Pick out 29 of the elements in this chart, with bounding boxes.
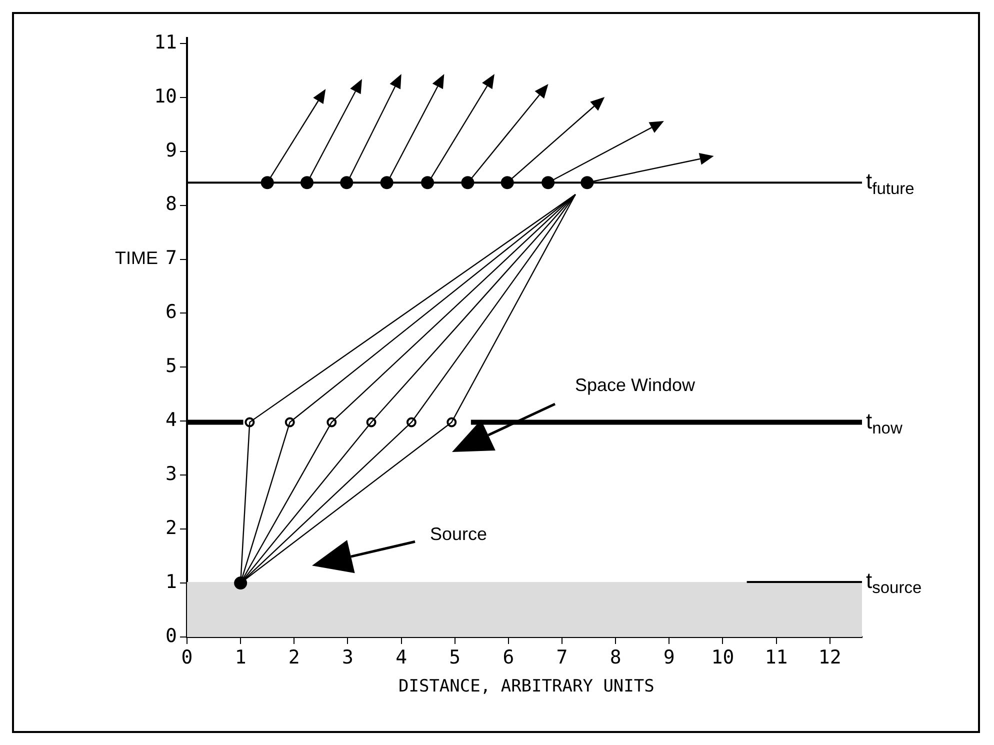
y-tick-label: 8 bbox=[166, 193, 177, 216]
y-tick-label: 7 bbox=[166, 247, 177, 270]
y-tick-label: 11 bbox=[154, 31, 177, 54]
x-tick-label: 4 bbox=[396, 646, 408, 668]
x-tick-label: 10 bbox=[711, 646, 734, 668]
x-tick-label: 9 bbox=[663, 646, 675, 668]
x-tick-label: 12 bbox=[818, 646, 842, 668]
annotation: Source bbox=[430, 524, 488, 545]
x-tick-label: 6 bbox=[502, 646, 514, 668]
y-tick-label: 6 bbox=[166, 301, 177, 324]
y-tick-label: 9 bbox=[166, 139, 177, 162]
x-tick-label: 8 bbox=[610, 646, 622, 668]
y-axis-title: TIME bbox=[115, 248, 158, 268]
x-tick-label: 1 bbox=[234, 646, 246, 668]
y-tick-label: 1 bbox=[166, 570, 177, 593]
y-tick-label: 2 bbox=[166, 517, 177, 540]
y-tick-label: 4 bbox=[166, 409, 177, 432]
y-tick-label: 0 bbox=[166, 624, 177, 647]
y-tick-label: 3 bbox=[166, 463, 177, 486]
x-tick-label: 2 bbox=[288, 646, 300, 668]
x-tick-label: 11 bbox=[764, 646, 788, 668]
x-tick-label: 7 bbox=[556, 646, 568, 668]
x-tick-label: 3 bbox=[342, 646, 354, 668]
y-tick-label: 5 bbox=[166, 355, 177, 378]
y-tick-label: 10 bbox=[154, 85, 177, 108]
x-tick-label: 5 bbox=[449, 646, 461, 668]
x-tick-label: 0 bbox=[181, 646, 193, 668]
x-axis-title: DISTANCE, ARBITRARY UNITS bbox=[398, 676, 654, 696]
annotation: Space Window bbox=[575, 375, 696, 396]
